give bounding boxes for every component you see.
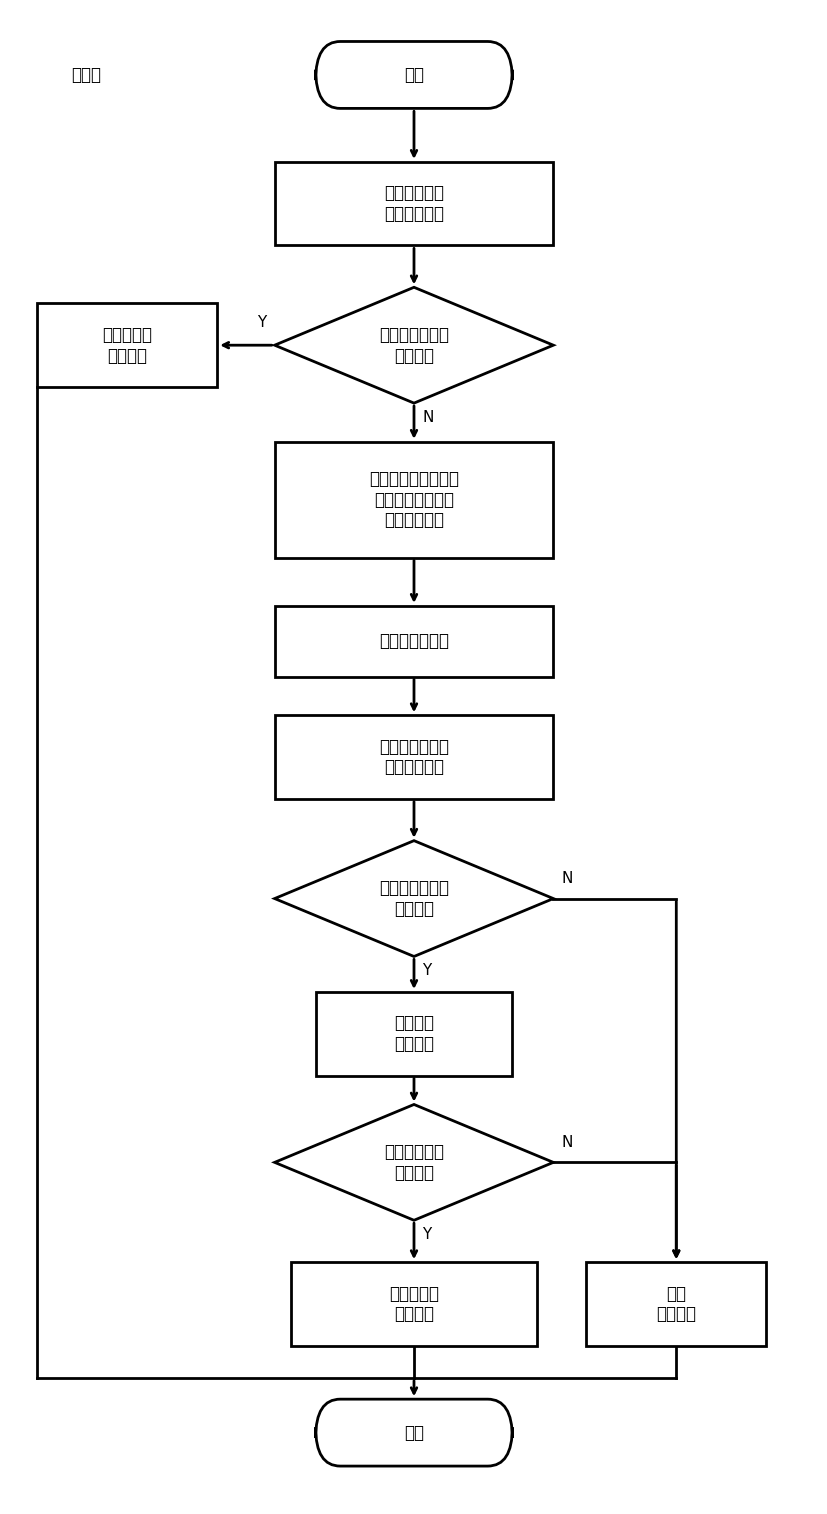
Text: N: N xyxy=(561,871,572,886)
Text: 创建金税盘进程
传递证书口令: 创建金税盘进程 传递证书口令 xyxy=(379,737,448,777)
Bar xyxy=(37,303,217,388)
Bar xyxy=(275,162,552,245)
Text: 显示窗体，提示用户
输入税号、开票机
号、证书口令: 显示窗体，提示用户 输入税号、开票机 号、证书口令 xyxy=(369,469,458,530)
Text: N: N xyxy=(561,1134,572,1149)
Text: 注册动态链接库: 注册动态链接库 xyxy=(379,633,448,650)
Text: 主进程: 主进程 xyxy=(71,67,101,83)
Text: 输出
错误信息: 输出 错误信息 xyxy=(656,1284,696,1323)
Text: 进程容器中已存
在此进程: 进程容器中已存 在此进程 xyxy=(379,326,448,365)
Polygon shape xyxy=(275,840,552,957)
Bar xyxy=(275,715,552,799)
Text: 结束: 结束 xyxy=(404,1423,423,1441)
Bar xyxy=(586,1263,766,1346)
Text: 复制注册表项
获取开票路径: 复制注册表项 获取开票路径 xyxy=(384,185,443,223)
FancyBboxPatch shape xyxy=(315,1399,512,1466)
Text: 发送读取
税号指令: 发送读取 税号指令 xyxy=(394,1014,433,1054)
Text: 开始: 开始 xyxy=(404,67,423,83)
Polygon shape xyxy=(275,288,552,403)
Text: 接收回传税号
是否正确: 接收回传税号 是否正确 xyxy=(384,1143,443,1182)
Bar xyxy=(315,992,512,1075)
Bar xyxy=(275,606,552,677)
Text: Y: Y xyxy=(422,1226,431,1241)
Bar xyxy=(291,1263,536,1346)
Text: N: N xyxy=(422,410,433,424)
FancyBboxPatch shape xyxy=(315,41,512,109)
Text: 添加进程到
进程容器: 添加进程到 进程容器 xyxy=(389,1284,438,1323)
Text: Y: Y xyxy=(257,315,266,330)
Text: 从进程容器
获取进程: 从进程容器 获取进程 xyxy=(102,326,152,365)
Text: Y: Y xyxy=(422,963,431,978)
Text: 接收开盘返回码
是否成功: 接收开盘返回码 是否成功 xyxy=(379,880,448,917)
Polygon shape xyxy=(275,1104,552,1220)
Bar xyxy=(275,442,552,557)
